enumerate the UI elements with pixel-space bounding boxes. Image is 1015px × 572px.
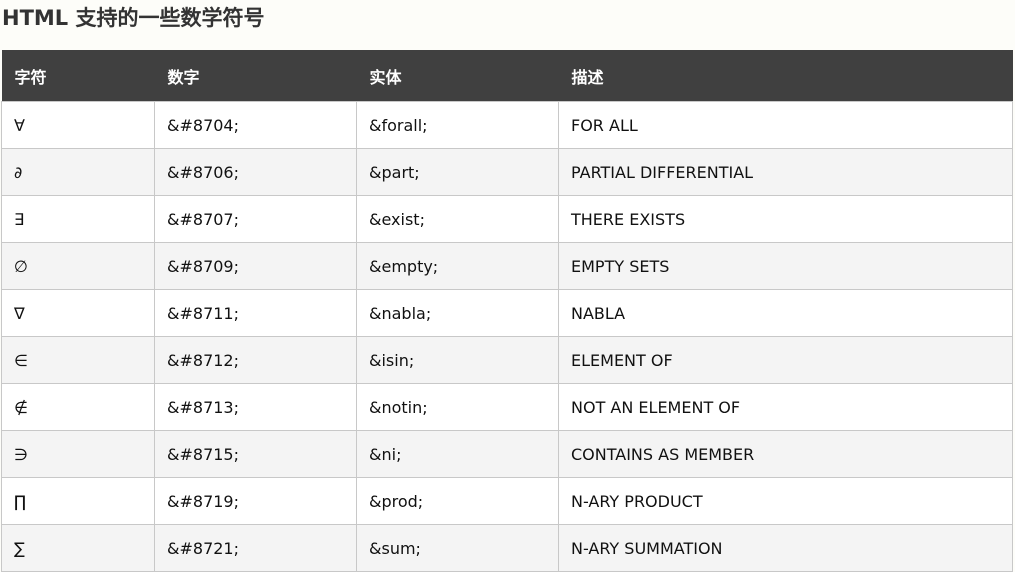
table-row: ∏ &#8719; &prod; N-ARY PRODUCT xyxy=(1,477,1013,525)
cell-description: CONTAINS AS MEMBER xyxy=(558,430,1013,478)
cell-number: &#8719; xyxy=(154,477,357,525)
cell-description: PARTIAL DIFFERENTIAL xyxy=(558,148,1013,196)
table-row: ∇ &#8711; &nabla; NABLA xyxy=(1,289,1013,337)
cell-description: NABLA xyxy=(558,289,1013,337)
table-row: ∉ &#8713; &notin; NOT AN ELEMENT OF xyxy=(1,383,1013,431)
cell-entity: &empty; xyxy=(356,242,559,290)
table-row: ∋ &#8715; &ni; CONTAINS AS MEMBER xyxy=(1,430,1013,478)
cell-character: ∉ xyxy=(1,383,155,431)
table-row: ∑ &#8721; &sum; N-ARY SUMMATION xyxy=(1,524,1013,572)
cell-entity: &prod; xyxy=(356,477,559,525)
cell-character: ∃ xyxy=(1,195,155,243)
table-row: ∅ &#8709; &empty; EMPTY SETS xyxy=(1,242,1013,290)
page-title: HTML 支持的一些数学符号 xyxy=(2,6,265,30)
header-number: 数字 xyxy=(154,50,357,102)
cell-character: ∂ xyxy=(1,148,155,196)
cell-entity: &part; xyxy=(356,148,559,196)
table-row: ∃ &#8707; &exist; THERE EXISTS xyxy=(1,195,1013,243)
header-entity: 实体 xyxy=(356,50,559,102)
cell-character: ∇ xyxy=(1,289,155,337)
cell-entity: &sum; xyxy=(356,524,559,572)
cell-entity: &notin; xyxy=(356,383,559,431)
math-symbols-table: 字符 数字 实体 描述 ∀ &#8704; &forall; FOR ALL ∂ &#87… xyxy=(1,50,1013,572)
cell-character: ∈ xyxy=(1,336,155,384)
cell-number: &#8709; xyxy=(154,242,357,290)
cell-description: ELEMENT OF xyxy=(558,336,1013,384)
cell-entity: &exist; xyxy=(356,195,559,243)
table-row: ∀ &#8704; &forall; FOR ALL xyxy=(1,101,1013,149)
cell-description: N-ARY SUMMATION xyxy=(558,524,1013,572)
cell-description: NOT AN ELEMENT OF xyxy=(558,383,1013,431)
table-row: ∈ &#8712; &isin; ELEMENT OF xyxy=(1,336,1013,384)
table-header-row: 字符 数字 实体 描述 xyxy=(1,50,1013,102)
cell-number: &#8704; xyxy=(154,101,357,149)
table-row: ∂ &#8706; &part; PARTIAL DIFFERENTIAL xyxy=(1,148,1013,196)
cell-description: EMPTY SETS xyxy=(558,242,1013,290)
header-description: 描述 xyxy=(558,50,1013,102)
cell-number: &#8707; xyxy=(154,195,357,243)
cell-entity: &ni; xyxy=(356,430,559,478)
cell-character: ∏ xyxy=(1,477,155,525)
cell-character: ∀ xyxy=(1,101,155,149)
cell-entity: &forall; xyxy=(356,101,559,149)
cell-description: N-ARY PRODUCT xyxy=(558,477,1013,525)
cell-description: FOR ALL xyxy=(558,101,1013,149)
header-character: 字符 xyxy=(1,50,155,102)
cell-number: &#8711; xyxy=(154,289,357,337)
cell-character: ∑ xyxy=(1,524,155,572)
cell-description: THERE EXISTS xyxy=(558,195,1013,243)
cell-number: &#8706; xyxy=(154,148,357,196)
cell-number: &#8721; xyxy=(154,524,357,572)
cell-character: ∋ xyxy=(1,430,155,478)
cell-entity: &isin; xyxy=(356,336,559,384)
cell-number: &#8715; xyxy=(154,430,357,478)
cell-character: ∅ xyxy=(1,242,155,290)
cell-entity: &nabla; xyxy=(356,289,559,337)
cell-number: &#8712; xyxy=(154,336,357,384)
cell-number: &#8713; xyxy=(154,383,357,431)
